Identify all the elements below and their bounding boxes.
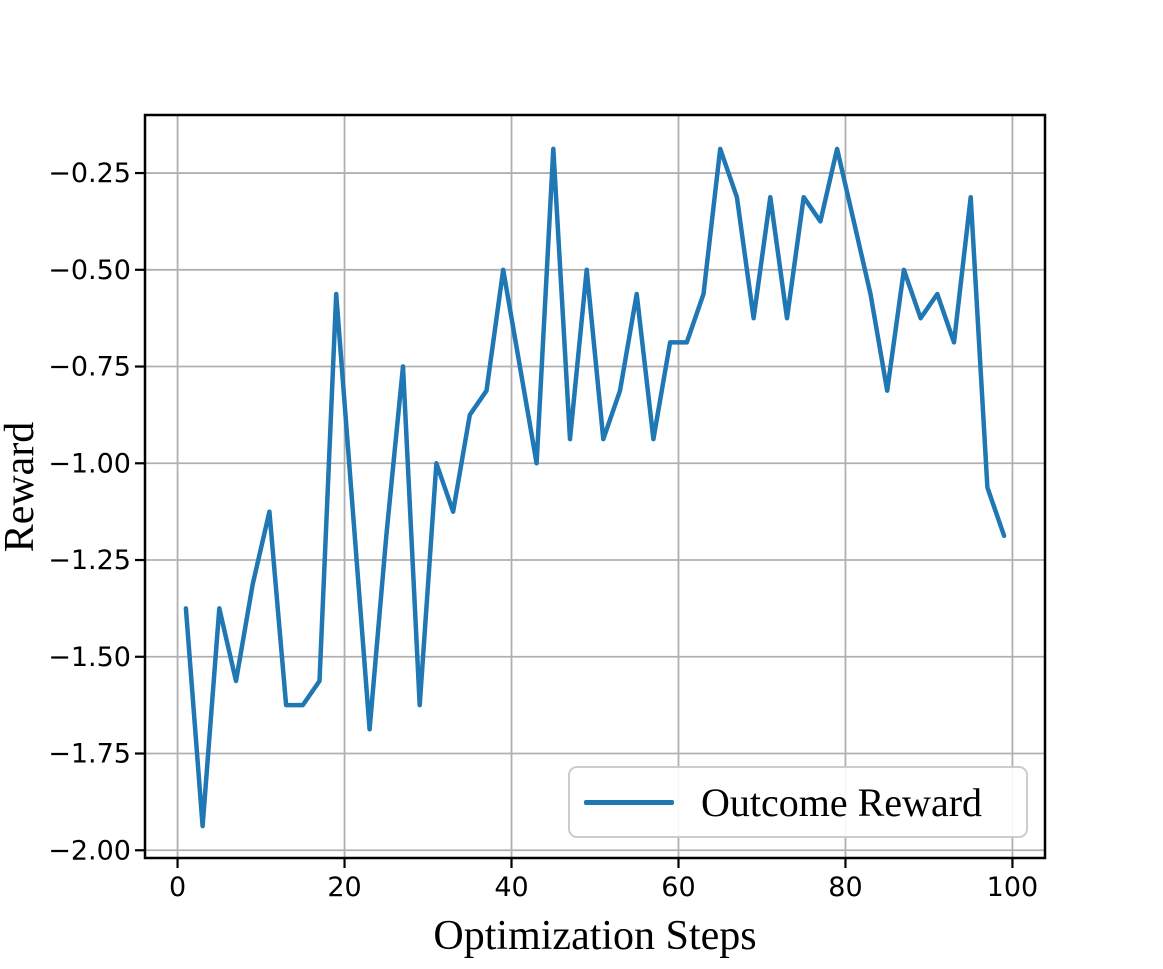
x-tick-label-0: 0 (169, 872, 186, 903)
y-tick-label-6: −1.75 (48, 739, 131, 770)
y-tick-label-5: −1.50 (48, 642, 131, 673)
legend: Outcome Reward (568, 766, 1028, 838)
y-tick-label-4: −1.25 (48, 545, 131, 576)
y-tick-label-3: −1.00 (48, 448, 131, 479)
x-tick-label-3: 60 (661, 872, 695, 903)
legend-label: Outcome Reward (701, 779, 983, 825)
y-tick-label-2: −0.75 (48, 352, 131, 383)
data-line-outcome-reward (183, 146, 1007, 829)
x-tick-label-4: 80 (828, 872, 862, 903)
legend-line-sample (584, 799, 674, 805)
x-tick-label-2: 40 (494, 872, 528, 903)
y-tick-label-7: −2.00 (48, 835, 131, 866)
y-tick-label-1: −0.50 (48, 255, 131, 286)
y-tick-label-0: −0.25 (48, 158, 131, 189)
axes-spines (143, 113, 1047, 860)
x-tick-label-1: 20 (327, 872, 361, 903)
x-tick-label-5: 100 (987, 872, 1039, 903)
x-axis-label: Optimization Steps (433, 913, 757, 959)
y-axis-label: Reward (0, 421, 43, 553)
